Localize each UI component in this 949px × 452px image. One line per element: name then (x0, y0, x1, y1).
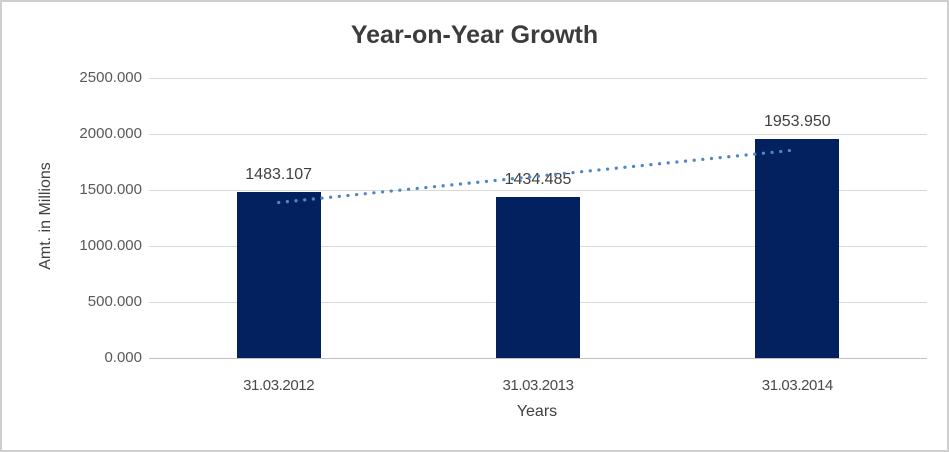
y-tick-label: 0.000 (104, 349, 142, 366)
y-tick-label: 2500.000 (79, 69, 142, 86)
y-tick-label: 500.000 (87, 293, 142, 310)
y-tick-label: 1500.000 (79, 181, 142, 198)
bar (755, 139, 840, 358)
x-tick-label: 31.03.2012 (243, 377, 315, 394)
y-tick-label: 1000.000 (79, 237, 142, 254)
gridline (149, 78, 927, 79)
bar-data-label: 1483.107 (245, 165, 313, 183)
chart-title: Year-on-Year Growth (350, 21, 599, 49)
gridline (149, 134, 927, 135)
bar (236, 191, 321, 358)
x-axis-line (149, 358, 927, 359)
bar (496, 197, 580, 358)
x-tick-label: 31.03.2014 (761, 377, 833, 394)
x-tick-label: 31.03.2013 (502, 377, 574, 394)
y-tick-label: 2000.000 (79, 125, 142, 142)
bar-data-label: 1953.950 (763, 113, 831, 131)
bar-data-label: 1434.485 (504, 171, 572, 189)
x-axis-title: Years (516, 403, 558, 420)
